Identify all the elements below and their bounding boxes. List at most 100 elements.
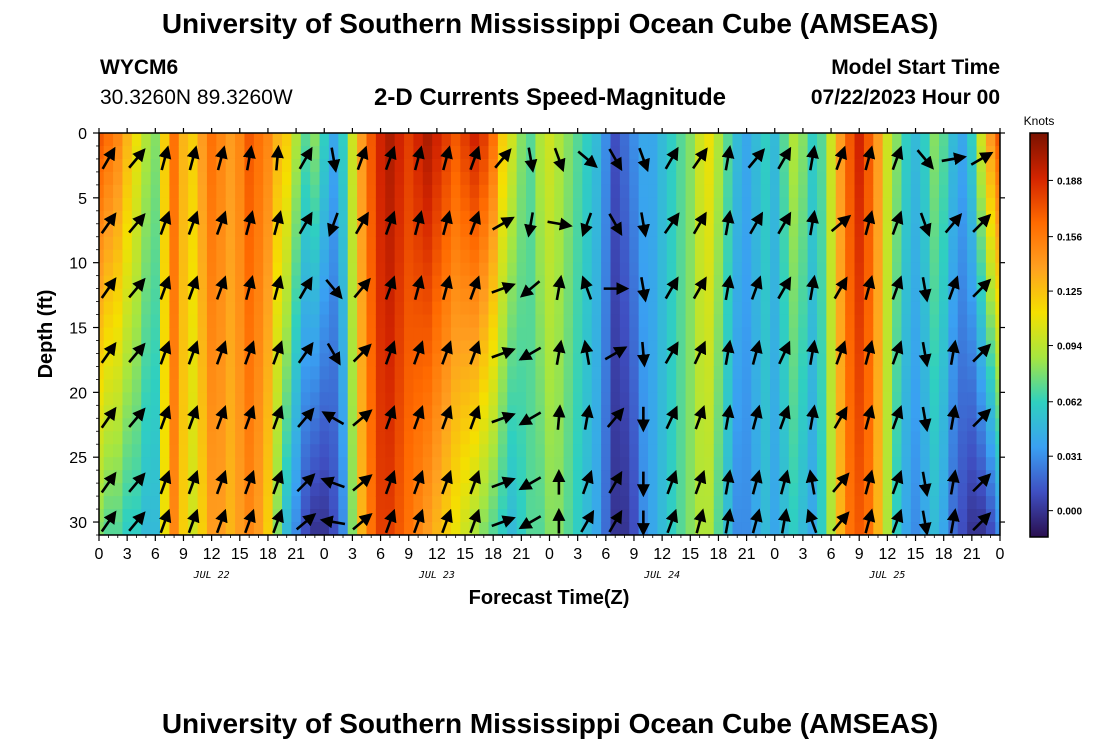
heatmap-cell <box>310 366 321 380</box>
heatmap-cell <box>882 496 893 510</box>
heatmap-cell <box>816 509 827 523</box>
heatmap-cell <box>469 353 480 368</box>
heatmap-cell <box>985 314 996 329</box>
heatmap-cell <box>197 145 208 160</box>
heatmap-cell <box>835 392 846 406</box>
heatmap-cell <box>694 457 705 471</box>
heatmap-cell <box>572 457 583 471</box>
heatmap-cell <box>741 210 752 225</box>
heatmap-cell <box>591 288 602 303</box>
heatmap-cell <box>422 223 433 238</box>
heatmap-cell <box>497 379 508 393</box>
heatmap-cell <box>554 249 565 264</box>
heatmap-cell <box>141 184 152 199</box>
heatmap-cell <box>450 483 461 497</box>
heatmap-cell <box>657 249 668 264</box>
heatmap-cell <box>338 145 349 160</box>
heatmap-cell <box>441 444 452 458</box>
heatmap-cell <box>169 158 180 173</box>
heatmap-cell <box>300 496 311 510</box>
heatmap-cell <box>967 366 978 380</box>
heatmap-cell <box>572 210 583 225</box>
heatmap-cell <box>375 496 386 510</box>
heatmap-cell <box>479 405 490 419</box>
heatmap-cell <box>225 223 236 238</box>
heatmap-cell <box>178 444 189 458</box>
heatmap-cell <box>131 522 142 535</box>
heatmap-cell <box>216 379 227 393</box>
heatmap-cell <box>920 314 931 329</box>
heatmap-cell <box>235 444 246 458</box>
x-tick-label: 15 <box>681 546 699 563</box>
heatmap-cell <box>985 444 996 458</box>
heatmap-cell <box>882 223 893 238</box>
heatmap-cell <box>197 457 208 471</box>
heatmap-cell <box>732 275 743 290</box>
heatmap-cell <box>497 133 508 147</box>
heatmap-cell <box>676 366 687 380</box>
heatmap-cell <box>704 223 715 238</box>
heatmap-cell <box>826 353 837 368</box>
heatmap-cell <box>732 249 743 264</box>
heatmap-cell <box>450 418 461 432</box>
current-vector <box>972 278 992 298</box>
current-vector <box>242 145 256 171</box>
heatmap-cell <box>188 457 199 471</box>
heatmap-cell <box>338 158 349 173</box>
current-vector <box>187 275 200 300</box>
heatmap-cell <box>150 197 161 212</box>
heatmap-cell <box>479 158 490 173</box>
heatmap-cell <box>497 366 508 380</box>
heatmap-cell <box>629 184 640 199</box>
heatmap-cell <box>845 133 856 147</box>
heatmap-cell <box>938 184 949 199</box>
heatmap-cell <box>948 496 959 510</box>
heatmap-cell <box>328 366 339 380</box>
heatmap-cell <box>892 133 903 147</box>
current-vector <box>327 212 340 238</box>
heatmap-cell <box>601 262 612 277</box>
heatmap-cell <box>422 184 433 199</box>
heatmap-cell <box>366 236 377 251</box>
heatmap-cell <box>572 353 583 368</box>
heatmap-cell <box>938 262 949 277</box>
heatmap-cell <box>347 392 358 406</box>
heatmap-cell <box>103 379 114 393</box>
heatmap-cell <box>920 327 931 342</box>
current-vector <box>891 145 904 171</box>
heatmap-cell <box>169 522 180 535</box>
current-vector <box>946 508 960 534</box>
heatmap-cell <box>582 236 593 251</box>
heatmap-cell <box>460 522 471 535</box>
heatmap-cell <box>253 236 264 251</box>
current-vector <box>271 469 284 495</box>
heatmap-cell <box>197 327 208 342</box>
heatmap-cell <box>563 133 574 147</box>
current-vector <box>972 512 992 532</box>
heatmap-cell <box>460 184 471 199</box>
heatmap-cell <box>375 301 386 316</box>
heatmap-cell <box>338 275 349 290</box>
heatmap-cell <box>601 405 612 419</box>
heatmap-cell <box>469 288 480 303</box>
heatmap-cell <box>610 210 621 225</box>
heatmap-cell <box>516 133 527 147</box>
heatmap-cell <box>863 366 874 380</box>
heatmap-cell <box>676 288 687 303</box>
heatmap-cell <box>554 236 565 251</box>
heatmap-cell <box>357 236 368 251</box>
heatmap-cell <box>469 418 480 432</box>
heatmap-cell <box>216 314 227 329</box>
heatmap-cell <box>685 327 696 342</box>
current-vector <box>862 404 876 430</box>
heatmap-cell <box>394 418 405 432</box>
heatmap-cell <box>113 418 124 432</box>
heatmap-cell <box>985 457 996 471</box>
heatmap-cell <box>582 262 593 277</box>
heatmap-cell <box>619 197 630 212</box>
heatmap-cell <box>741 301 752 316</box>
heatmap-cell <box>282 184 293 199</box>
heatmap-cell <box>798 145 809 160</box>
heatmap-cell <box>563 496 574 510</box>
heatmap-cell <box>99 223 105 238</box>
